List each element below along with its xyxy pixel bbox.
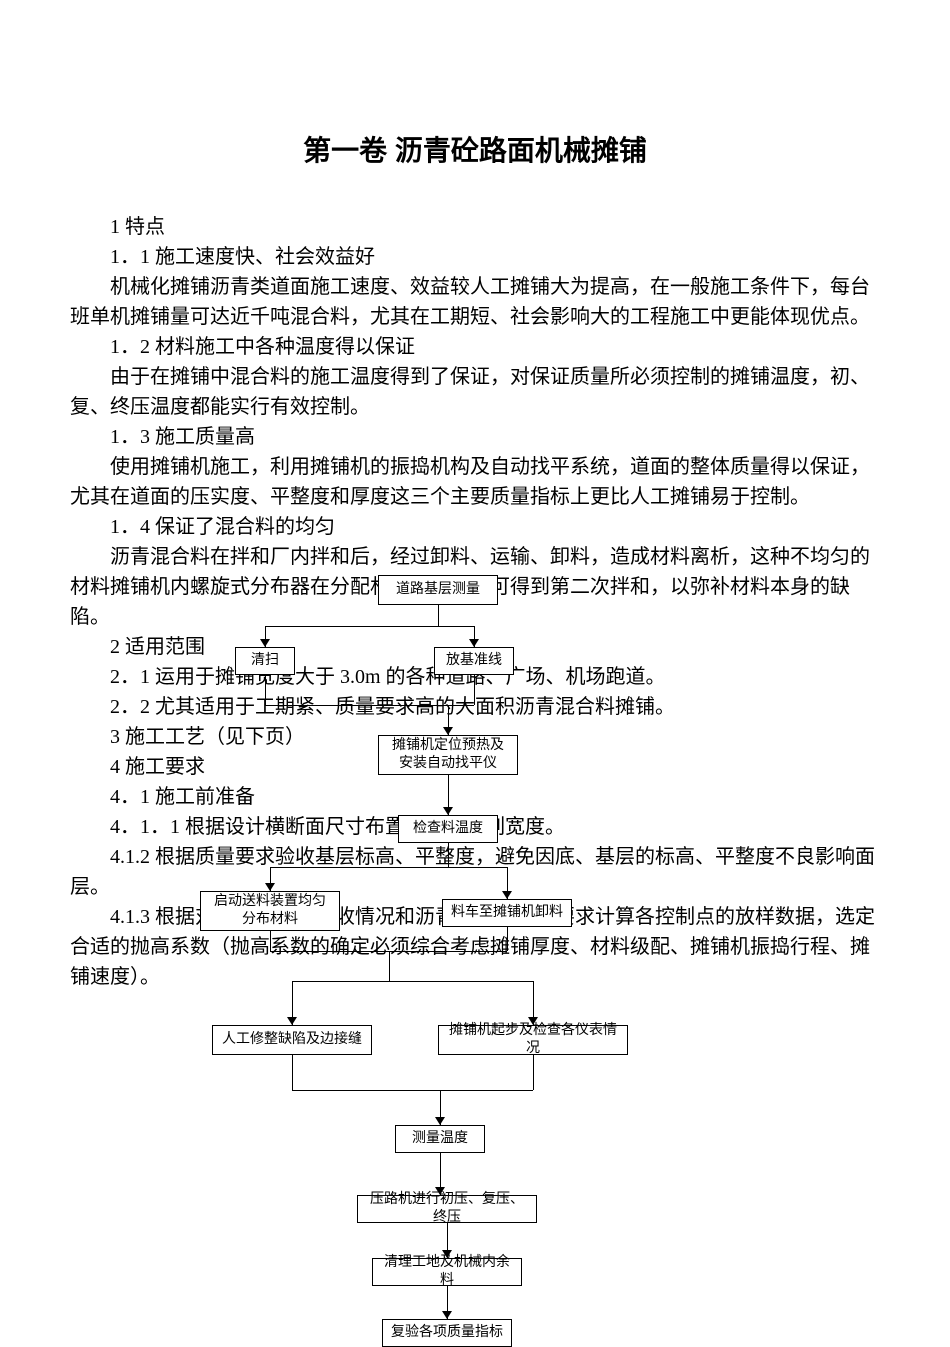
process-flowchart: 道路基层测量清扫 放基准线摊铺机定位预热及安装自动找平仪检查料温度启动送料装置均匀… [0,555,950,1345]
flowchart-node-n2b: 放基准线 [434,647,514,675]
flowchart-node-n5b: 料车至摊铺机卸料 [442,899,572,927]
section-1-heading: 1 特点 [70,212,880,242]
flowchart-node-n1: 道路基层测量 [378,575,498,605]
section-1-2-heading: 1．2 材料施工中各种温度得以保证 [70,332,880,362]
flowchart-node-n6b: 摊铺机起步及检查各仪表情况 [438,1025,628,1055]
flowchart-node-n7: 测量温度 [395,1125,485,1153]
flowchart-node-n6a: 人工修整缺陷及边接缝 [212,1025,372,1055]
flowchart-node-n2a: 清扫 [235,647,295,675]
flowchart-node-n4: 检查料温度 [398,815,498,843]
section-1-3-text: 使用摊铺机施工，利用摊铺机的振捣机构及自动找平系统，道面的整体质量得以保证，尤其… [70,452,880,512]
flowchart-node-n9: 清理工地及机械内余料 [372,1258,522,1286]
section-1-1-heading: 1．1 施工速度快、社会效益好 [70,242,880,272]
section-1-2-text: 由于在摊铺中混合料的施工温度得到了保证，对保证质量所必须控制的摊铺温度，初、复、… [70,362,880,422]
flowchart-node-n5a: 启动送料装置均匀分布材料 [200,891,340,931]
section-1-3-heading: 1．3 施工质量高 [70,422,880,452]
section-1-1-text: 机械化摊铺沥青类道面施工速度、效益较人工摊铺大为提高，在一般施工条件下，每台班单… [70,272,880,332]
section-1-4-heading: 1．4 保证了混合料的均匀 [70,512,880,542]
flowchart-node-n10: 复验各项质量指标 [382,1319,512,1347]
flowchart-node-n8: 压路机进行初压、复压、终压 [357,1195,537,1223]
flowchart-node-n3: 摊铺机定位预热及安装自动找平仪 [378,735,518,775]
page-title: 第一卷 沥青砼路面机械摊铺 [70,130,880,172]
